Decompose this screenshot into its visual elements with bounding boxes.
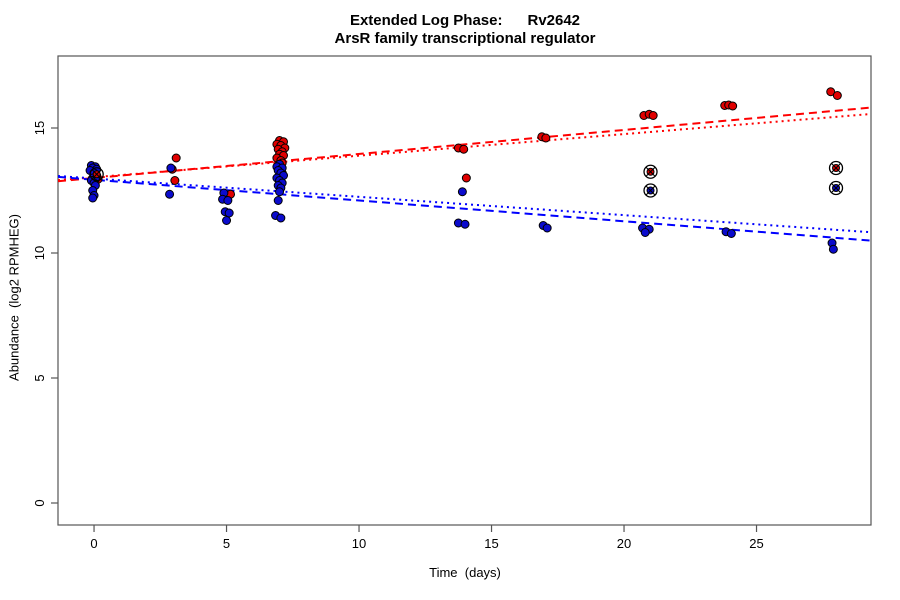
data-point-blue-condition — [275, 187, 285, 197]
data-point-blue-condition — [276, 213, 286, 223]
outlier-x-stroke — [91, 169, 102, 180]
y-tick-label: 0 — [32, 499, 47, 506]
data-point-blue-condition — [273, 196, 283, 205]
x-tick-label: 25 — [749, 536, 763, 551]
outlier-circle-marker — [643, 183, 658, 198]
trend-line-blue-fit-dashed — [58, 175, 871, 242]
plot-title-block: Extended Log Phase: Rv2642 ArsR family t… — [0, 12, 900, 48]
data-point-red-condition — [826, 87, 836, 97]
data-point-blue-condition — [542, 223, 552, 233]
x-tick-label: 5 — [223, 536, 230, 551]
x-tick-label: 20 — [617, 536, 631, 551]
data-point-blue-condition — [457, 187, 467, 197]
data-point-red-condition — [461, 173, 471, 183]
data-point-blue-condition — [828, 244, 838, 254]
x-tick-label: 10 — [352, 536, 366, 551]
page-title: Extended Log Phase: Rv2642 — [349, 12, 581, 29]
data-point-blue-condition — [223, 196, 233, 205]
data-point-red-condition — [459, 144, 469, 154]
page-subtitle: ArsR family transcriptional regulator — [334, 30, 596, 47]
y-tick-label: 5 — [32, 374, 47, 381]
data-point-blue-condition — [726, 229, 736, 238]
outlier-circle-marker — [828, 160, 844, 176]
x-tick-label: 0 — [90, 536, 97, 551]
data-point-red-condition — [541, 133, 551, 143]
x-axis-label: Time (days) — [429, 565, 501, 580]
outlier-x-stroke — [831, 183, 842, 193]
data-point-blue-condition — [88, 193, 98, 203]
outlier-circle-marker — [828, 180, 844, 196]
outlier-x-stroke — [645, 166, 656, 177]
data-point-red-condition — [728, 101, 738, 111]
data-point-blue-condition — [640, 228, 650, 237]
outlier-circle-marker — [89, 167, 104, 182]
data-point-blue-condition — [165, 189, 175, 199]
y-tick-label: 10 — [32, 246, 47, 260]
data-point-red-condition — [171, 153, 181, 163]
data-point-blue-condition — [224, 208, 234, 218]
x-tick-label: 15 — [484, 536, 498, 551]
trend-line-red-fit-dotted — [58, 112, 871, 182]
y-tick-label: 15 — [32, 121, 47, 135]
data-point-red-condition — [170, 176, 180, 185]
data-point-blue-condition — [166, 163, 176, 173]
trend-line-red-fit-dashed — [58, 106, 871, 183]
data-point-blue-condition — [460, 219, 470, 229]
outlier-x-stroke — [831, 163, 842, 173]
outlier-x-stroke — [645, 185, 656, 196]
data-point-red-condition — [648, 111, 658, 120]
trend-line-blue-fit-dotted — [58, 175, 871, 234]
data-point-red-condition — [832, 91, 842, 100]
outlier-circle-marker — [643, 164, 658, 179]
data-point-blue-condition — [222, 216, 232, 225]
y-axis-label: Abundance (log2 RPMHEG) — [6, 214, 22, 381]
plot-frame — [57, 55, 872, 526]
